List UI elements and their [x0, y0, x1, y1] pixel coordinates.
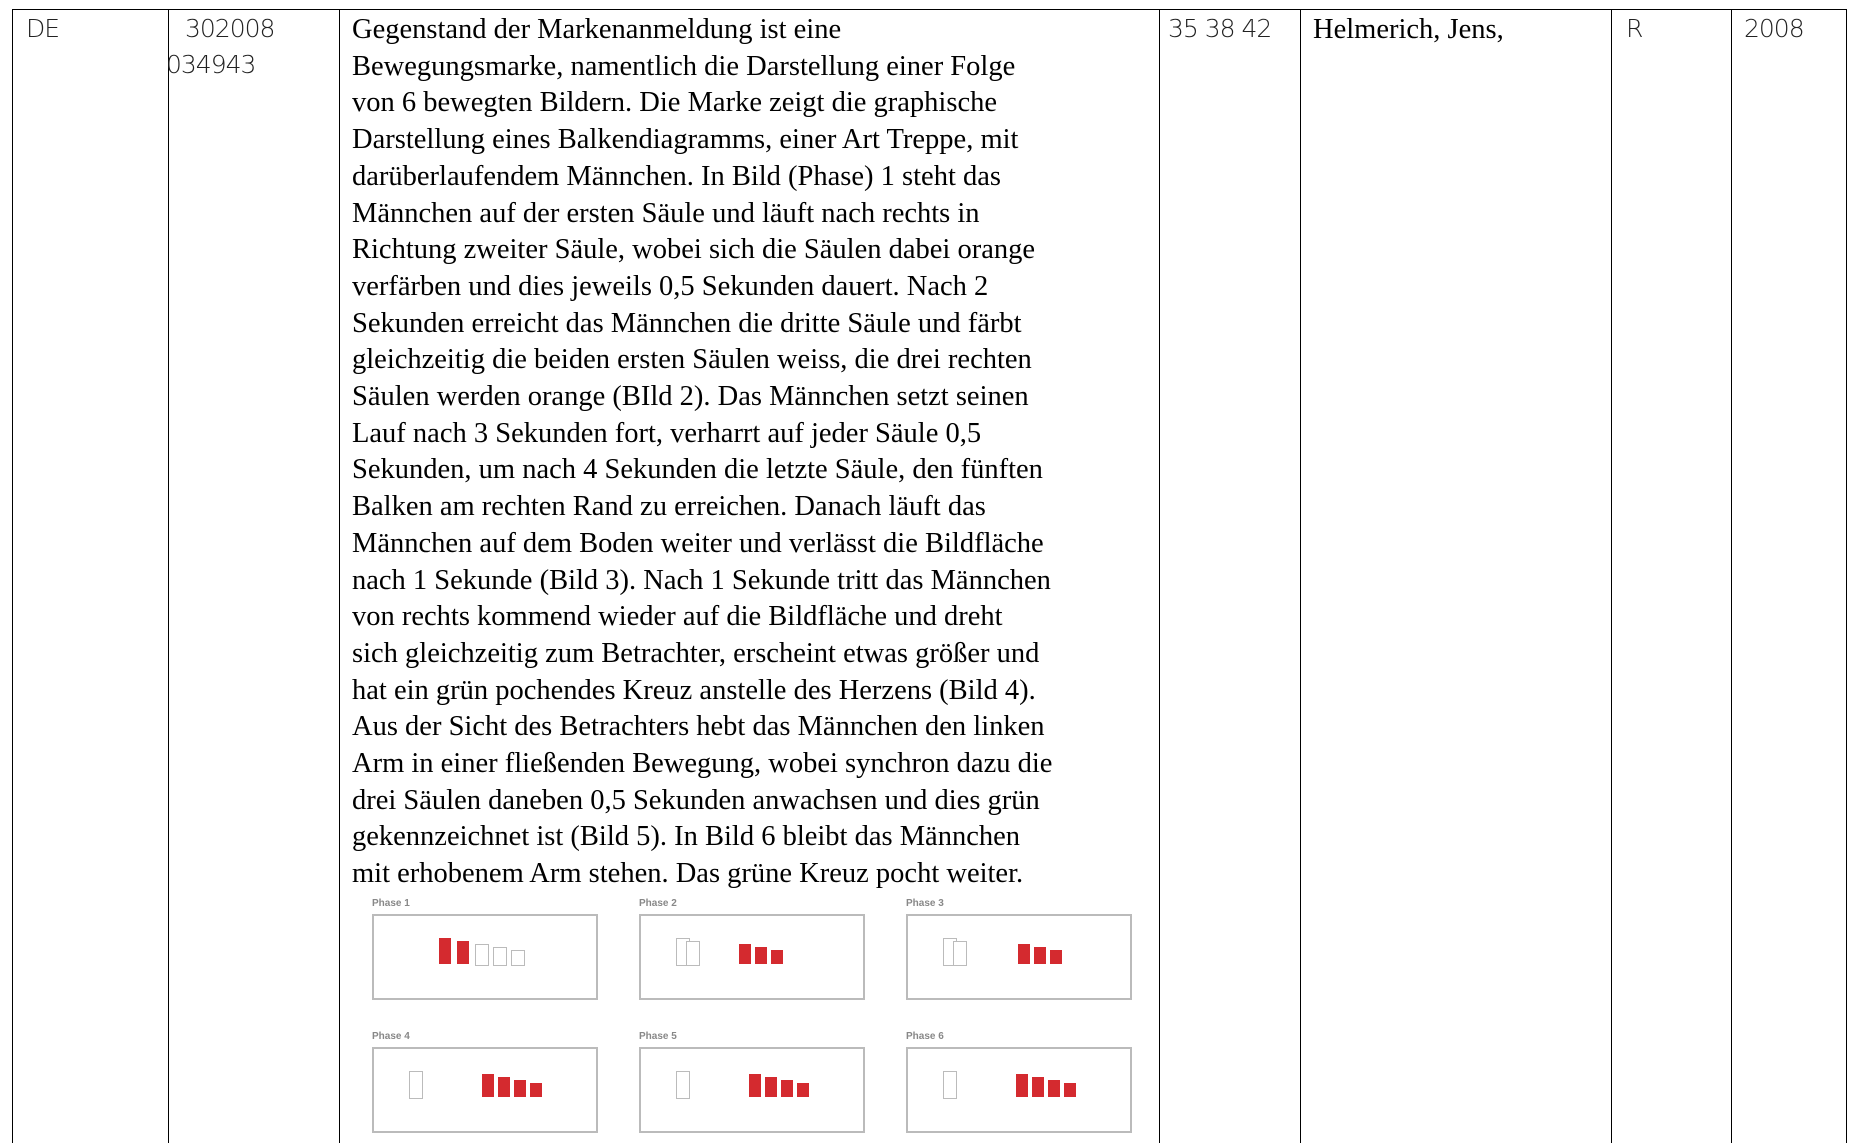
bar-icon — [409, 1071, 423, 1099]
description-line: drei Säulen daneben 0,5 Sekunden anwachs… — [352, 784, 1040, 816]
bar-icon — [1016, 1074, 1028, 1097]
column-border — [168, 9, 169, 1143]
phase-label: Phase 4 — [372, 1031, 410, 1042]
description-line: Darstellung eines Balkendiagramms, einer… — [352, 124, 1019, 156]
bar-icon — [530, 1083, 542, 1097]
phase-label: Phase 5 — [639, 1031, 677, 1042]
column-border — [1300, 9, 1301, 1143]
description-line: gekennzeichnet ist (Bild 5). In Bild 6 b… — [352, 821, 1021, 853]
phase-label: Phase 2 — [639, 898, 677, 909]
column-border — [1846, 9, 1847, 1143]
description-line: sich gleichzeitig zum Betrachter, ersche… — [352, 637, 1040, 669]
description-line: hat ein grün pochendes Kreuz anstelle de… — [352, 674, 1036, 706]
bar-icon — [493, 947, 507, 966]
description-line: mit erhobenem Arm stehen. Das grüne Kreu… — [352, 858, 1024, 890]
description-line: Balken am rechten Rand zu erreichen. Dan… — [352, 491, 986, 523]
bar-icon — [797, 1083, 809, 1097]
description-line: Aus der Sicht des Betrachters hebt das M… — [352, 711, 1045, 743]
column-border — [1611, 9, 1612, 1143]
country: DE — [26, 14, 60, 43]
bar-icon — [1048, 1080, 1060, 1097]
bar-icon — [1050, 950, 1062, 964]
bar-icon — [943, 1071, 957, 1099]
description-line: Männchen auf dem Boden weiter und verläs… — [352, 527, 1044, 559]
description-line: Bewegungsmarke, namentlich die Darstellu… — [352, 50, 1016, 82]
bar-icon — [771, 950, 783, 964]
description-line: Arm in einer fließenden Bewegung, wobei … — [352, 748, 1053, 779]
number: 302008 — [185, 14, 275, 43]
owner: Helmerich, Jens, — [1313, 14, 1504, 45]
description-line: Lauf nach 3 Sekunden fort, verharrt auf … — [352, 417, 982, 449]
bar-icon — [765, 1077, 777, 1097]
description-line: Männchen auf der ersten Säule und läuft … — [352, 197, 980, 229]
bar-icon — [482, 1074, 494, 1097]
description-line: Gegenstand der Markenanmeldung ist eine — [352, 14, 842, 45]
bar-icon — [1064, 1083, 1076, 1097]
bar-icon — [1018, 944, 1030, 964]
bar-icon — [1034, 947, 1046, 964]
description-line: verfärben und dies jeweils 0,5 Sekunden … — [352, 270, 989, 302]
phase-label: Phase 1 — [372, 898, 410, 909]
bar-icon — [498, 1077, 510, 1097]
column-border — [1731, 9, 1732, 1143]
description-line: von 6 bewegten Bildern. Die Marke zeigt … — [352, 87, 997, 119]
description-line: Sekunden, um nach 4 Sekunden die letzte … — [352, 454, 1043, 486]
bar-icon — [755, 947, 767, 964]
column-border — [1159, 9, 1160, 1143]
bar-icon — [953, 941, 967, 966]
phase-panel — [639, 914, 865, 1000]
description-line: Säulen werden orange (BIld 2). Das Männc… — [352, 381, 1029, 412]
classes: 35 38 42 — [1168, 14, 1272, 43]
phase-panel — [372, 1047, 598, 1133]
bar-icon — [739, 944, 751, 964]
bar-icon — [781, 1080, 793, 1097]
column-border — [12, 9, 13, 1143]
phase-panel — [906, 1047, 1132, 1133]
bar-icon — [439, 938, 451, 964]
number: 034943 — [166, 50, 256, 79]
bar-icon — [475, 944, 489, 966]
description-line: Sekunden erreicht das Männchen die dritt… — [352, 307, 1022, 339]
phase-panel — [639, 1047, 865, 1133]
description-line: darüberlaufendem Männchen. In Bild (Phas… — [352, 160, 1001, 192]
description-line: gleichzeitig die beiden ersten Säulen we… — [352, 344, 1032, 376]
column-border — [339, 9, 340, 1143]
year: 2008 — [1744, 14, 1805, 43]
phase-panel — [372, 914, 598, 1000]
phase-label: Phase 3 — [906, 898, 944, 909]
bar-icon — [749, 1074, 761, 1097]
bar-icon — [514, 1080, 526, 1097]
bar-icon — [457, 941, 469, 964]
bar-icon — [676, 1071, 690, 1099]
description-line: nach 1 Sekunde (Bild 3). Nach 1 Sekunde … — [352, 564, 1051, 596]
description-line: von rechts kommend wieder auf die Bildfl… — [352, 601, 1003, 633]
bar-icon — [686, 941, 700, 966]
bar-icon — [511, 950, 525, 966]
phase-panel — [906, 914, 1132, 1000]
status: R — [1626, 14, 1643, 43]
description-line: Richtung zweiter Säule, wobei sich die S… — [352, 234, 1035, 266]
phase-label: Phase 6 — [906, 1031, 944, 1042]
top-border — [12, 9, 1847, 10]
bar-icon — [1032, 1077, 1044, 1097]
